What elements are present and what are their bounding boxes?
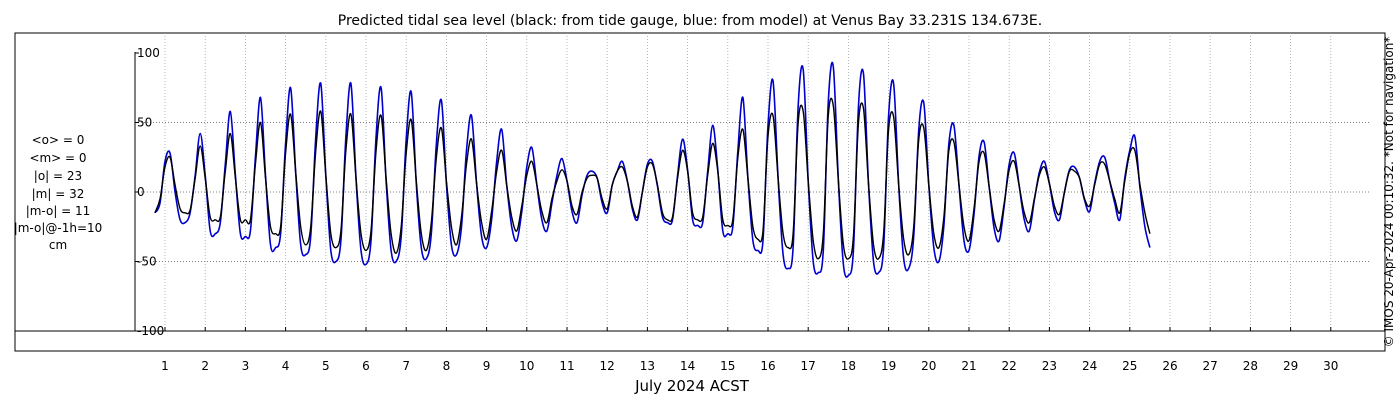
y-tick-label: 50 [137, 116, 152, 130]
stat-unit: cm [49, 238, 67, 252]
x-tick-label: 19 [881, 359, 896, 373]
x-tick-label: 12 [600, 359, 615, 373]
stat-mean-model: <m> = 0 [29, 151, 86, 165]
x-tick-label: 4 [282, 359, 290, 373]
x-tick-label: 27 [1203, 359, 1218, 373]
stat-mean-obs: <o> = 0 [32, 133, 85, 147]
grid [135, 33, 1370, 331]
copyright-note: © IMOS 20-Apr-2024 00:10:32. *Not for na… [1382, 37, 1396, 348]
chart-title: Predicted tidal sea level (black: from t… [338, 13, 1042, 29]
x-tick-label: 25 [1122, 359, 1137, 373]
x-tick-label: 11 [559, 359, 574, 373]
x-tick-label: 21 [961, 359, 976, 373]
stat-abs-obs: |o| = 23 [34, 169, 82, 183]
x-ticks: 1 2 3 4 5 6 7 8 9 10 11 12 13 14 15 16 17 18 19 20 21 22 23 24 2… [161, 327, 1338, 373]
stats-block: <o> = 0 <m> = 0 |o| = 23 |m| = 32 |m-o| … [14, 133, 103, 252]
x-axis-label: July 2024 ACST [634, 377, 750, 395]
x-tick-label: 1 [161, 359, 169, 373]
x-tick-label: 16 [760, 359, 775, 373]
x-tick-label: 14 [680, 359, 695, 373]
x-tick-label: 13 [640, 359, 655, 373]
x-tick-label: 17 [801, 359, 816, 373]
y-ticks: 100 50 0 -50 -100 [135, 46, 164, 338]
x-tick-label: 6 [362, 359, 370, 373]
series-layer [154, 61, 1151, 278]
axes-frame [14, 32, 1386, 352]
x-tick-label: 2 [201, 359, 209, 373]
x-tick-label: 30 [1323, 359, 1338, 373]
x-tick-label: 9 [483, 359, 491, 373]
x-tick-label: 26 [1162, 359, 1177, 373]
x-tick-label: 3 [242, 359, 250, 373]
x-tick-label: 10 [519, 359, 534, 373]
x-tick-label: 24 [1082, 359, 1097, 373]
x-tick-label: 29 [1283, 359, 1298, 373]
x-tick-label: 22 [1002, 359, 1017, 373]
y-tick-label: 0 [137, 185, 145, 199]
x-tick-label: 8 [443, 359, 451, 373]
y-tick-label: -100 [137, 324, 164, 338]
x-tick-label: 15 [720, 359, 735, 373]
y-tick-label: 100 [137, 46, 160, 60]
x-tick-label: 20 [921, 359, 936, 373]
stat-abs-diff-lag: |m-o|@-1h=10 [14, 221, 103, 235]
y-tick-label: -50 [137, 255, 157, 269]
x-tick-label: 7 [402, 359, 410, 373]
x-tick-label: 28 [1243, 359, 1258, 373]
x-tick-label: 23 [1042, 359, 1057, 373]
stat-abs-model: |m| = 32 [32, 187, 85, 201]
gauge-series-line [154, 97, 1151, 260]
stat-abs-diff: |m-o| = 11 [26, 204, 91, 218]
x-tick-label: 5 [322, 359, 330, 373]
x-tick-label: 18 [841, 359, 856, 373]
